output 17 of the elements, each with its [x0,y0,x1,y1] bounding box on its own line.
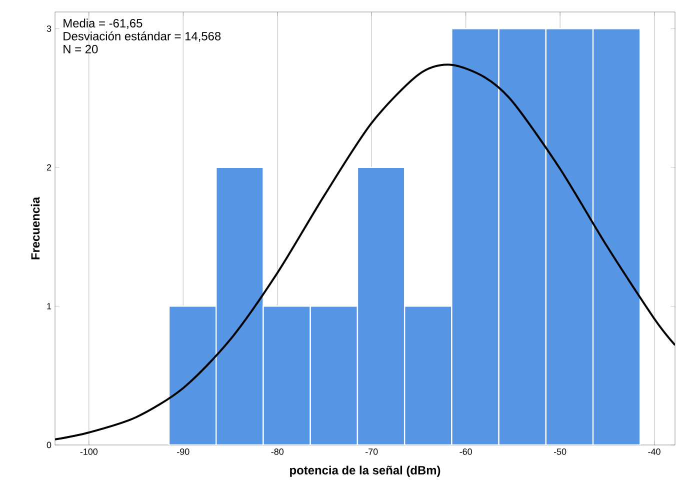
x-tick-label: -60 [460,448,472,455]
annotation: Desviación estándar = 14,568 [64,31,221,42]
y-tick-label: 1 [47,303,52,310]
x-tick-label: -70 [366,448,378,455]
x-axis-title: potencia de la señal (dBm) [290,466,440,477]
x-tick-label: -90 [177,448,190,455]
x-tick-label: -40 [648,448,660,455]
x-tick-label: -50 [554,448,566,455]
x-tick-label: -80 [271,448,284,455]
y-tick-label: 0 [46,442,52,448]
line-series [55,64,676,440]
y-axis-title: Frecuencia [30,196,40,260]
y-tick-label: 2 [46,164,52,171]
y-tick-label: 3 [46,25,52,32]
annotation: Media = -61,65 [64,18,142,29]
x-tick-label: -100 [80,448,98,455]
annotation: N = 20 [64,44,98,54]
